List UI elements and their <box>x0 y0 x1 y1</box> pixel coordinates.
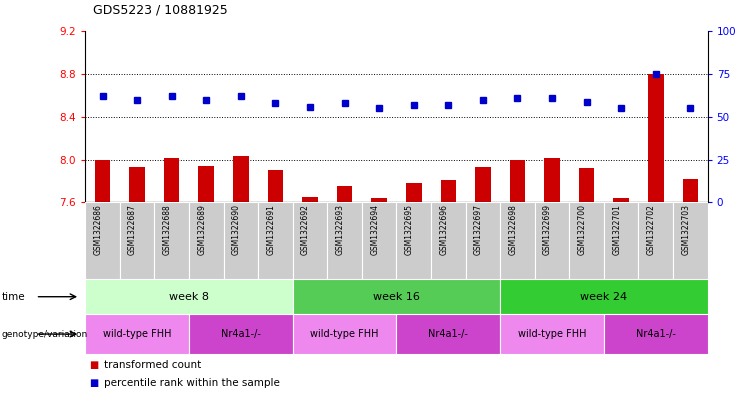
Text: time: time <box>1 292 25 302</box>
Text: GSM1322699: GSM1322699 <box>543 204 552 255</box>
Text: GSM1322700: GSM1322700 <box>578 204 587 255</box>
Bar <box>302 197 318 202</box>
Bar <box>293 314 396 354</box>
Bar <box>85 202 120 279</box>
Text: week 8: week 8 <box>169 292 209 302</box>
Text: GDS5223 / 10881925: GDS5223 / 10881925 <box>93 4 227 17</box>
Bar <box>189 202 224 279</box>
Bar <box>268 170 283 202</box>
Text: Nr4a1-/-: Nr4a1-/- <box>428 329 468 339</box>
Text: GSM1322692: GSM1322692 <box>301 204 310 255</box>
Bar <box>233 156 248 202</box>
Bar <box>85 279 293 314</box>
Bar <box>579 168 594 202</box>
Bar <box>293 279 500 314</box>
Bar <box>293 202 328 279</box>
Bar <box>431 202 465 279</box>
Bar <box>475 167 491 202</box>
Bar <box>673 202 708 279</box>
Bar <box>362 202 396 279</box>
Bar <box>500 202 535 279</box>
Text: GSM1322688: GSM1322688 <box>163 204 172 255</box>
Text: genotype/variation: genotype/variation <box>1 330 87 338</box>
Bar <box>648 74 663 202</box>
Bar <box>604 314 708 354</box>
Text: GSM1322696: GSM1322696 <box>439 204 448 255</box>
Bar <box>614 198 629 202</box>
Text: ■: ■ <box>89 378 98 388</box>
Text: wild-type FHH: wild-type FHH <box>103 329 171 339</box>
Bar <box>164 158 179 202</box>
Text: GSM1322703: GSM1322703 <box>682 204 691 255</box>
Text: GSM1322698: GSM1322698 <box>508 204 517 255</box>
Text: GSM1322694: GSM1322694 <box>370 204 379 255</box>
Text: GSM1322702: GSM1322702 <box>647 204 656 255</box>
Bar <box>535 202 569 279</box>
Bar <box>406 183 422 202</box>
Text: Nr4a1-/-: Nr4a1-/- <box>221 329 261 339</box>
Bar <box>189 314 293 354</box>
Text: GSM1322697: GSM1322697 <box>474 204 483 255</box>
Bar <box>371 198 387 202</box>
Bar <box>328 202 362 279</box>
Bar <box>500 279 708 314</box>
Text: Nr4a1-/-: Nr4a1-/- <box>636 329 676 339</box>
Bar <box>85 314 189 354</box>
Bar <box>120 202 154 279</box>
Bar <box>154 202 189 279</box>
Text: percentile rank within the sample: percentile rank within the sample <box>104 378 279 388</box>
Bar <box>199 166 214 202</box>
Text: GSM1322690: GSM1322690 <box>232 204 241 255</box>
Bar <box>224 202 258 279</box>
Bar <box>440 180 456 202</box>
Bar <box>95 160 110 202</box>
Bar <box>639 202 673 279</box>
Bar <box>682 179 698 202</box>
Text: GSM1322689: GSM1322689 <box>197 204 206 255</box>
Bar <box>336 186 352 202</box>
Bar <box>129 167 144 202</box>
Text: GSM1322691: GSM1322691 <box>267 204 276 255</box>
Bar <box>544 158 559 202</box>
Text: GSM1322686: GSM1322686 <box>93 204 102 255</box>
Text: transformed count: transformed count <box>104 360 201 371</box>
Text: GSM1322701: GSM1322701 <box>612 204 621 255</box>
Text: GSM1322687: GSM1322687 <box>128 204 137 255</box>
Bar <box>396 314 500 354</box>
Text: GSM1322695: GSM1322695 <box>405 204 413 255</box>
Text: week 24: week 24 <box>580 292 628 302</box>
Bar <box>258 202 293 279</box>
Bar <box>569 202 604 279</box>
Bar <box>465 202 500 279</box>
Text: wild-type FHH: wild-type FHH <box>310 329 379 339</box>
Bar <box>510 160 525 202</box>
Bar <box>396 202 431 279</box>
Text: wild-type FHH: wild-type FHH <box>518 329 586 339</box>
Bar <box>604 202 639 279</box>
Text: week 16: week 16 <box>373 292 420 302</box>
Text: GSM1322693: GSM1322693 <box>336 204 345 255</box>
Text: ■: ■ <box>89 360 98 371</box>
Bar <box>500 314 604 354</box>
